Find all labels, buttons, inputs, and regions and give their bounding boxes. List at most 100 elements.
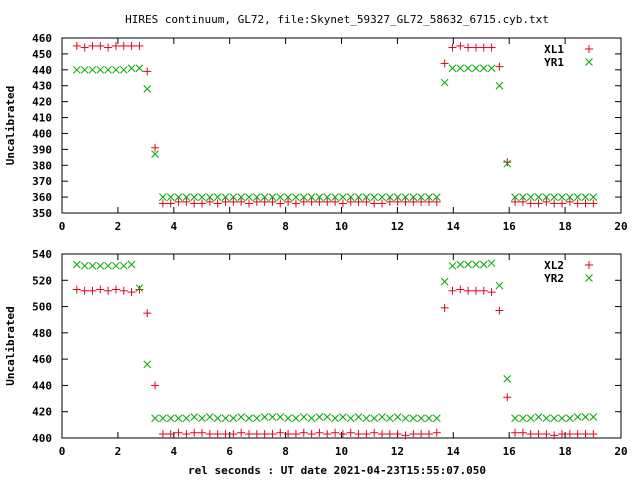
data-point-plus	[432, 428, 441, 437]
data-point-plus	[558, 199, 567, 208]
data-point-plus	[495, 62, 504, 71]
data-point-x	[456, 64, 465, 73]
data-point-x	[503, 375, 512, 383]
data-point-x	[339, 193, 347, 201]
data-point-x	[104, 65, 112, 74]
data-point-plus	[456, 285, 465, 294]
data-point-plus	[307, 430, 316, 439]
data-point-plus	[534, 199, 543, 208]
x-tick-label: 18	[558, 445, 571, 458]
data-point-x	[206, 413, 214, 421]
data-point-x	[276, 413, 285, 421]
data-point-plus	[166, 199, 175, 208]
data-point-x	[585, 274, 593, 282]
data-point-plus	[503, 158, 512, 167]
data-point-x	[440, 78, 449, 87]
data-point-plus	[182, 430, 191, 439]
data-point-x	[252, 193, 261, 201]
data-point-plus	[119, 286, 128, 295]
data-point-x	[409, 414, 418, 423]
data-point-plus	[417, 197, 426, 206]
data-point-plus	[198, 199, 207, 208]
x-tick-label: 20	[614, 445, 627, 458]
data-point-plus	[573, 430, 582, 439]
data-point-plus	[558, 430, 567, 439]
y-axis-label: Uncalibrated	[4, 86, 17, 165]
data-point-plus	[315, 197, 324, 206]
data-point-x	[119, 261, 128, 270]
data-point-plus	[323, 430, 332, 439]
data-point-x	[119, 65, 128, 74]
data-point-plus	[244, 199, 253, 208]
x-tick-label: 0	[59, 220, 66, 233]
data-point-x	[479, 260, 488, 269]
data-point-x	[456, 260, 465, 269]
data-point-x	[174, 414, 183, 423]
data-point-plus	[385, 430, 394, 439]
data-point-plus	[260, 430, 269, 439]
data-point-plus	[127, 41, 136, 50]
data-point-x	[72, 65, 81, 74]
data-point-plus	[526, 430, 535, 439]
data-point-x	[362, 193, 371, 201]
data-point-x	[198, 193, 206, 201]
data-point-plus	[542, 197, 551, 206]
x-tick-label: 0	[59, 445, 66, 458]
data-point-plus	[409, 430, 418, 439]
data-point-plus	[323, 197, 332, 206]
data-point-x	[401, 414, 410, 423]
data-point-plus	[291, 199, 300, 208]
data-point-plus	[401, 197, 410, 206]
y-tick-label: 440	[32, 379, 52, 392]
x-tick-label: 4	[170, 220, 177, 233]
data-point-x	[354, 193, 363, 201]
x-tick-label: 16	[503, 220, 517, 233]
data-point-x	[526, 193, 535, 201]
data-point-plus	[88, 286, 97, 295]
data-point-x	[213, 193, 222, 201]
data-point-x	[464, 260, 472, 269]
x-tick-label: 8	[282, 220, 289, 233]
data-point-x	[237, 193, 246, 201]
data-point-plus	[550, 199, 559, 208]
y-axis-label: Uncalibrated	[4, 306, 17, 385]
data-point-plus	[518, 428, 527, 437]
x-tick-label: 18	[558, 220, 571, 233]
data-point-x	[495, 281, 504, 290]
x-tick-label: 8	[282, 445, 289, 458]
data-point-x	[260, 193, 269, 201]
data-point-x	[190, 413, 199, 421]
data-point-x	[245, 414, 253, 423]
data-point-x	[174, 193, 183, 201]
data-point-x	[472, 64, 480, 73]
data-point-plus	[237, 197, 246, 206]
data-point-x	[378, 193, 386, 201]
data-point-plus	[346, 428, 355, 437]
data-point-plus	[456, 41, 465, 50]
data-point-plus	[589, 430, 598, 439]
data-point-plus	[72, 285, 81, 294]
data-point-plus	[370, 428, 379, 437]
data-point-plus	[495, 306, 504, 315]
data-point-plus	[518, 197, 527, 206]
data-point-x	[315, 193, 324, 201]
y-tick-label: 540	[32, 248, 52, 261]
data-point-plus	[221, 430, 230, 439]
data-point-plus	[260, 197, 269, 206]
data-point-plus	[143, 309, 152, 318]
data-point-x	[495, 81, 504, 90]
data-point-plus	[585, 45, 593, 53]
data-point-x	[519, 414, 527, 423]
data-point-x	[135, 284, 144, 293]
data-point-x	[221, 193, 230, 201]
data-point-plus	[151, 143, 160, 152]
data-point-plus	[151, 381, 160, 390]
data-point-x	[229, 414, 238, 423]
data-point-plus	[448, 286, 457, 295]
data-point-x	[143, 85, 152, 93]
data-point-plus	[362, 430, 371, 439]
data-point-plus	[276, 428, 285, 437]
data-point-x	[284, 193, 292, 201]
data-point-x	[417, 414, 426, 423]
x-tick-label: 20	[614, 220, 627, 233]
